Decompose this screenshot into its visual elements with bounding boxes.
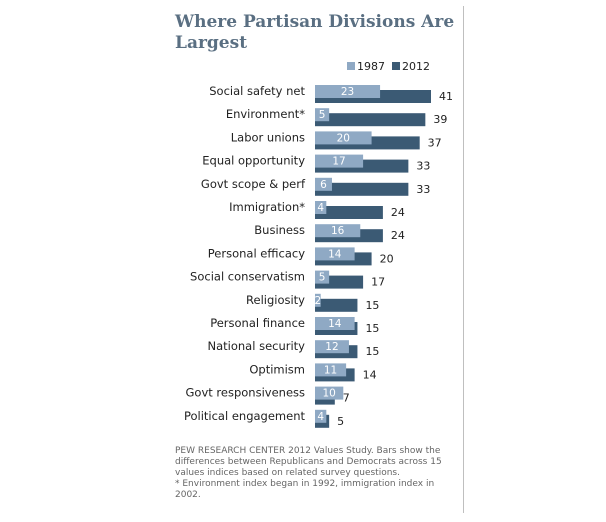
value-label-1987: 14 bbox=[328, 318, 342, 330]
bar-2012 bbox=[315, 182, 409, 196]
value-label-2012: 24 bbox=[391, 206, 405, 219]
category-labels: Social safety net Environment* Labor union… bbox=[184, 84, 306, 423]
value-label-2012: 37 bbox=[428, 136, 442, 149]
chart-frame bbox=[168, 6, 464, 513]
category-label: National security bbox=[208, 339, 306, 353]
legend-label-2012: 2012 bbox=[402, 60, 430, 73]
chart-title: Where Partisan Divisions Are Largest bbox=[175, 12, 455, 53]
bar-2012 bbox=[315, 206, 383, 219]
value-label-2012: 17 bbox=[371, 276, 385, 289]
bar-2012 bbox=[315, 298, 358, 312]
category-label: Govt scope & perf bbox=[201, 177, 306, 191]
value-label-1987: 23 bbox=[341, 86, 354, 98]
bar-1987 bbox=[315, 270, 330, 284]
value-label-1987: 6 bbox=[320, 179, 327, 191]
bar-1987 bbox=[315, 177, 332, 191]
value-label-1987: 2 bbox=[314, 295, 321, 307]
value-label-1987: 16 bbox=[331, 225, 345, 237]
value-label-2012: 33 bbox=[416, 160, 430, 173]
category-label: Religiosity bbox=[246, 293, 305, 307]
source-note: PEW RESEARCH CENTER 2012 Values Study. B… bbox=[175, 446, 442, 478]
category-label: Optimism bbox=[249, 362, 305, 376]
value-label-1987: 5 bbox=[319, 272, 326, 284]
value-label-1987: 14 bbox=[328, 248, 342, 260]
value-label-2012: 14 bbox=[363, 368, 377, 381]
footnote: PEW RESEARCH CENTER 2012 Values Study. B… bbox=[175, 446, 460, 501]
index-note: * Environment index began in 1992, immig… bbox=[175, 479, 435, 500]
bar-2012 bbox=[315, 113, 426, 127]
bar-1987 bbox=[315, 363, 347, 377]
category-label: Personal efficacy bbox=[208, 246, 305, 260]
value-label-2012: 24 bbox=[391, 229, 405, 242]
bar-1987 bbox=[315, 108, 330, 122]
category-label: Labor unions bbox=[231, 130, 305, 144]
bar-1987 bbox=[315, 247, 355, 261]
value-label-1987: 17 bbox=[332, 156, 345, 168]
value-label-2012: 7 bbox=[343, 392, 350, 405]
bar-1987 bbox=[315, 224, 361, 238]
value-label-2012: 15 bbox=[365, 299, 379, 312]
category-label: Immigration* bbox=[229, 200, 305, 214]
bar-1987 bbox=[315, 154, 364, 168]
category-label: Equal opportunity bbox=[202, 154, 305, 168]
value-label-2012: 39 bbox=[433, 113, 447, 126]
value-label-1987: 4 bbox=[317, 411, 324, 423]
bar-1987 bbox=[315, 386, 344, 400]
value-label-1987: 5 bbox=[319, 109, 326, 121]
bar-1987 bbox=[315, 85, 381, 98]
value-label-1987: 10 bbox=[322, 388, 335, 400]
bar-1987 bbox=[315, 293, 321, 307]
legend-swatch-2012 bbox=[392, 62, 400, 70]
category-label: Govt responsiveness bbox=[186, 386, 306, 400]
bar-1987 bbox=[315, 340, 349, 354]
legend-label-1987: 1987 bbox=[357, 60, 385, 73]
value-label-2012: 15 bbox=[365, 345, 379, 358]
bar-1987 bbox=[315, 317, 355, 330]
value-label-2012: 15 bbox=[365, 322, 379, 335]
legend: 1987 2012 bbox=[347, 60, 430, 73]
category-label: Personal finance bbox=[210, 316, 305, 330]
legend-swatch-1987 bbox=[347, 62, 355, 70]
category-label: Political engagement bbox=[184, 409, 306, 423]
value-label-1987: 4 bbox=[317, 202, 324, 214]
category-label: Social safety net bbox=[209, 84, 305, 98]
category-label: Social conservatism bbox=[190, 270, 305, 284]
value-label-2012: 41 bbox=[439, 90, 453, 103]
value-label-1987: 11 bbox=[324, 364, 337, 376]
value-label-2012: 20 bbox=[380, 252, 394, 265]
bar-1987 bbox=[315, 131, 372, 145]
category-label: Environment* bbox=[226, 107, 305, 121]
category-label: Business bbox=[254, 223, 305, 237]
value-label-1987: 20 bbox=[337, 132, 350, 144]
bar-1987 bbox=[315, 201, 327, 214]
value-label-1987: 12 bbox=[325, 341, 338, 353]
value-label-2012: 5 bbox=[337, 415, 344, 428]
bar-1987 bbox=[315, 409, 327, 423]
value-label-2012: 33 bbox=[416, 183, 430, 196]
